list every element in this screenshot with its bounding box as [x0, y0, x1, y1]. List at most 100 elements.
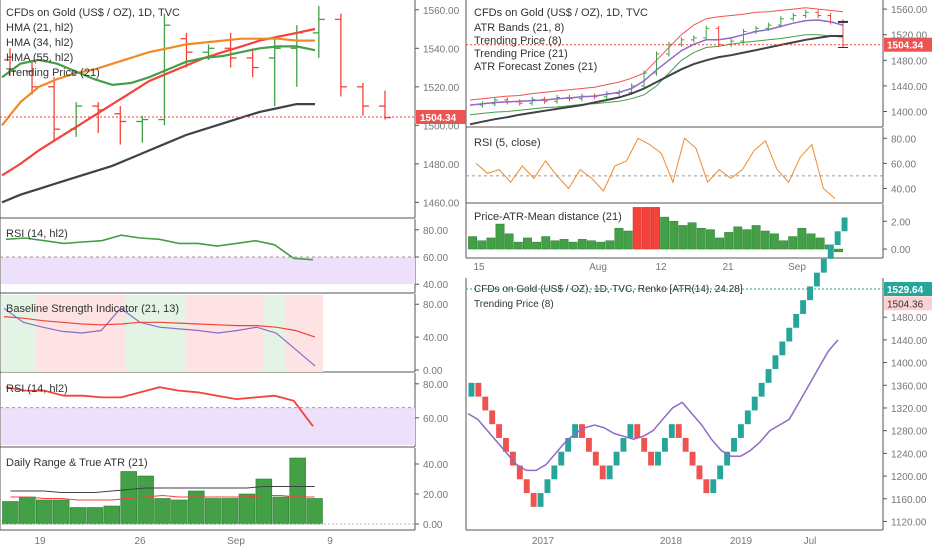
distance-bar: [760, 230, 770, 250]
distance-bar: [724, 232, 734, 250]
y-tick-label: 1280.00: [891, 427, 928, 438]
renko-brick: [475, 382, 482, 397]
renko-brick: [627, 424, 634, 438]
distance-bar: [641, 207, 651, 250]
y-tick-label: 1520.00: [891, 31, 928, 42]
axis-labels: 1504.341560.001540.001520.001500.001480.…: [34, 5, 932, 547]
range-trending-line: [10, 494, 315, 501]
renko-brick: [482, 396, 489, 411]
y-tick-label: 1480.00: [423, 160, 460, 171]
renko-brick: [772, 355, 779, 370]
x-tick-label: Aug: [589, 262, 607, 273]
right-legend-trending21: Trending Price (21): [474, 48, 568, 60]
renko-brick: [579, 424, 585, 438]
distance-bar: [660, 216, 670, 250]
renko-brick: [807, 286, 813, 301]
distance-bar: [788, 236, 798, 250]
renko-brick: [489, 410, 496, 425]
range-bar: [188, 490, 205, 525]
range-bar: [137, 475, 154, 525]
distance-bar: [742, 229, 752, 250]
y-tick-label: 0.00: [891, 245, 911, 256]
right-dist-title: Price-ATR-Mean distance (21): [474, 211, 622, 223]
renko-brick: [565, 437, 572, 452]
right-legend-atr-bands: ATR Bands (21, 8): [474, 22, 564, 34]
x-tick-label: Sep: [788, 262, 806, 273]
x-tick-label: 2019: [730, 536, 753, 547]
range-bar: [306, 498, 323, 525]
y-tick-label: 1560.00: [891, 5, 928, 16]
y-tick-label: 40.00: [423, 333, 448, 344]
right-atr-title: CFDs on Gold (US$ / OZ), 1D, TVC: [474, 7, 648, 19]
y-tick-label: 80.00: [423, 300, 448, 311]
y-tick-label: 40.00: [423, 460, 448, 471]
renko-price-badge-top: [884, 282, 932, 297]
renko-brick: [655, 451, 661, 466]
y-tick-label: 80.00: [423, 226, 448, 237]
bsi-line-fast: [3, 307, 316, 367]
renko-brick: [786, 327, 793, 342]
range-bar: [103, 505, 121, 525]
right-legend-forecast: ATR Forecast Zones (21): [474, 61, 597, 73]
distance-bar: [806, 233, 816, 250]
distance-bar: [696, 227, 706, 250]
renko-brick: [516, 465, 523, 480]
y-tick-label: 40.00: [891, 184, 916, 195]
range-bar: [35, 499, 53, 525]
renko-brick: [675, 424, 682, 438]
range-bar: [154, 498, 171, 525]
distance-bar: [733, 226, 743, 250]
renko-brick: [537, 493, 544, 507]
renko-brick: [503, 437, 509, 452]
y-tick-label: 1320.00: [891, 404, 928, 415]
rsi5-line: [475, 137, 836, 199]
renko-brick: [468, 382, 475, 397]
y-tick-label: 40.00: [423, 280, 448, 291]
distance-bar: [678, 225, 688, 250]
renko-brick: [592, 451, 599, 466]
renko-brick: [758, 382, 765, 397]
distance-bar: [651, 207, 660, 250]
x-tick-label: 9: [327, 536, 333, 547]
chart-marks: [0, 5, 883, 525]
distance-bar: [541, 236, 551, 250]
range-bar: [204, 498, 222, 525]
y-tick-label: 2.00: [891, 217, 911, 228]
y-tick-label: 1480.00: [891, 56, 928, 67]
y-tick-label: 1540.00: [423, 44, 460, 55]
rsi2-band: [1, 407, 415, 445]
renko-brick: [496, 424, 503, 438]
renko-price-badge-label: 1504.36: [887, 299, 924, 310]
renko-brick: [585, 437, 592, 452]
distance-bar: [605, 240, 615, 250]
true-atr-line: [10, 486, 315, 493]
renko-brick: [682, 437, 689, 452]
renko-brick: [668, 424, 675, 438]
range-bar: [86, 507, 104, 525]
distance-bar: [477, 240, 487, 250]
y-tick-label: 0.00: [423, 366, 443, 377]
atr-series-trending-price-21-: [469, 35, 843, 126]
bsi-zone-mint: [1, 295, 36, 372]
renko-brick: [620, 437, 627, 452]
renko-price-badge-top-label: 1529.64: [887, 285, 924, 296]
bsi-line-slow: [3, 316, 316, 338]
left-price-title: CFDs on Gold (US$ / OZ), 1D, TVC: [6, 7, 180, 19]
range-bar: [221, 498, 239, 525]
y-tick-label: 1440.00: [891, 336, 928, 347]
left-range-title: Daily Range & True ATR (21): [6, 457, 148, 469]
price-badge-label: 1504.34: [420, 113, 457, 124]
renko-brick: [827, 245, 834, 259]
distance-bar: [705, 229, 715, 250]
right-rsi-title: RSI (5, close): [474, 137, 541, 149]
distance-bar: [596, 241, 606, 250]
renko-brick: [703, 479, 710, 494]
distance-bar: [715, 237, 724, 250]
renko-brick: [606, 465, 613, 480]
y-tick-label: 1460.00: [423, 198, 460, 209]
renko-brick: [613, 451, 620, 466]
renko-brick: [737, 424, 744, 438]
range-bar: [52, 499, 70, 525]
rsi-band: [1, 257, 415, 285]
